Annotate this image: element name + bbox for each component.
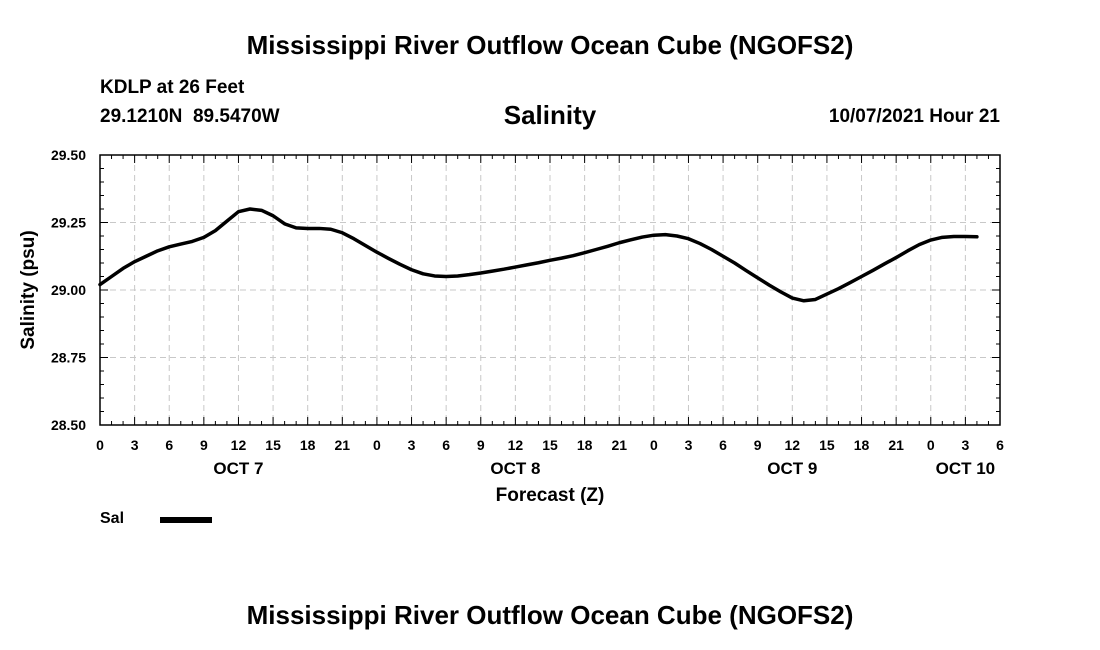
- day-label: OCT 8: [490, 459, 540, 478]
- x-tick-label: 0: [927, 437, 935, 453]
- day-label: OCT 10: [936, 459, 996, 478]
- x-tick-label: 21: [335, 437, 351, 453]
- x-tick-label: 3: [131, 437, 139, 453]
- x-tick-label: 21: [888, 437, 904, 453]
- y-tick-label: 29.25: [51, 215, 86, 231]
- y-tick-label: 29.50: [51, 147, 86, 163]
- x-tick-label: 3: [961, 437, 969, 453]
- x-tick-label: 12: [508, 437, 524, 453]
- x-tick-label: 0: [373, 437, 381, 453]
- footer-title: Mississippi River Outflow Ocean Cube (NG…: [246, 600, 854, 630]
- x-tick-label: 18: [577, 437, 593, 453]
- x-tick-label: 3: [685, 437, 693, 453]
- x-tick-label: 6: [996, 437, 1004, 453]
- x-tick-label: 0: [96, 437, 104, 453]
- day-label: OCT 9: [767, 459, 817, 478]
- x-tick-label: 3: [408, 437, 416, 453]
- x-tick-label: 6: [719, 437, 727, 453]
- x-tick-label: 15: [265, 437, 281, 453]
- day-label: OCT 7: [213, 459, 263, 478]
- run-time: 10/07/2021 Hour 21: [828, 106, 1000, 127]
- x-tick-label: 18: [300, 437, 316, 453]
- x-tick-label: 9: [754, 437, 762, 453]
- station-name-depth: KDLP at 26 Feet: [100, 77, 245, 98]
- x-axis-title: Forecast (Z): [496, 485, 605, 506]
- x-tick-label: 18: [854, 437, 870, 453]
- x-tick-label: 9: [200, 437, 208, 453]
- station-coordinates: 29.1210N 89.5470W: [100, 106, 280, 127]
- y-axis-title: Salinity (psu): [18, 230, 39, 349]
- x-tick-label: 15: [819, 437, 835, 453]
- x-tick-label: 0: [650, 437, 658, 453]
- page-title: Mississippi River Outflow Ocean Cube (NG…: [246, 30, 854, 60]
- x-tick-label: 21: [611, 437, 627, 453]
- y-tick-label: 28.75: [51, 350, 86, 366]
- series-line-sal: [98, 207, 979, 303]
- variable-title: Salinity: [503, 100, 597, 130]
- x-tick-label: 6: [165, 437, 173, 453]
- x-tick-label: 12: [785, 437, 801, 453]
- legend-swatch: [160, 517, 212, 523]
- y-tick-label: 29.00: [51, 282, 86, 298]
- x-tick-label: 15: [542, 437, 558, 453]
- x-tick-label: 6: [442, 437, 450, 453]
- y-tick-label: 28.50: [51, 417, 86, 433]
- x-tick-label: 9: [477, 437, 485, 453]
- x-tick-label: 12: [231, 437, 247, 453]
- legend-label: Sal: [100, 510, 125, 527]
